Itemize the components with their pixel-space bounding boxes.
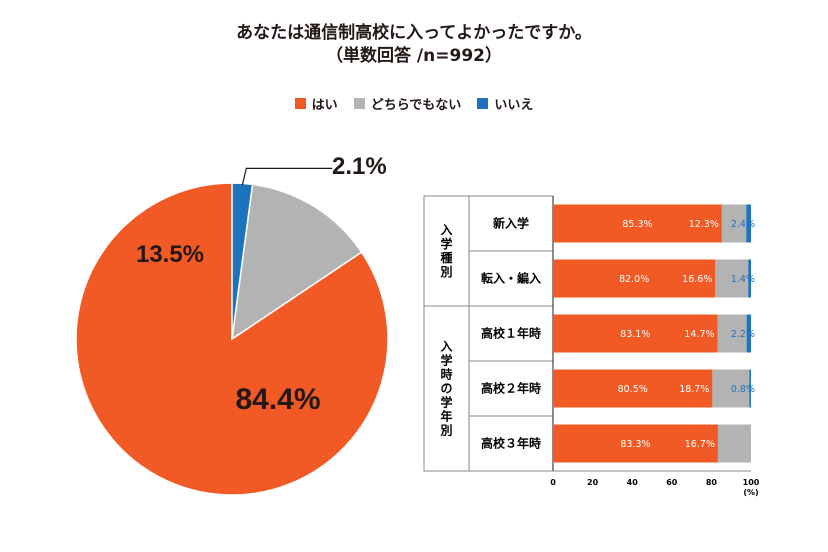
legend-label-no: いいえ: [494, 98, 534, 113]
bar-label-yes-0: 85.3%: [622, 219, 652, 230]
x-unit-label: (%): [743, 488, 758, 497]
legend-item-no: いいえ: [477, 94, 533, 113]
legend-item-neutral: どちらでもない: [353, 94, 462, 113]
x-tick-5: 100: [743, 478, 760, 487]
bar-1-2: [748, 259, 751, 298]
legend-item-yes: はい: [294, 94, 338, 113]
bar-label-neutral-2: 14.7%: [684, 329, 714, 340]
bar-label-no-0: 2.4%: [731, 219, 755, 230]
x-tick-4: 80: [706, 478, 718, 487]
bar-4-1: [717, 424, 751, 463]
bar-1-1: [715, 259, 749, 298]
bar-label-yes-1: 82.0%: [619, 274, 649, 285]
bar-label-no-2: 2.2%: [731, 329, 755, 340]
pie-slice-1: [231, 183, 363, 341]
bar-label-neutral-4: 16.7%: [685, 439, 715, 450]
bar-label-neutral-0: 12.3%: [689, 219, 719, 230]
pie-callout-line: [241, 167, 333, 186]
category-label-0: 新入学: [493, 216, 529, 231]
category-label-1: 転入・編入: [481, 271, 541, 286]
category-label-2: 高校１年時: [481, 326, 541, 341]
x-tick-0: 0: [550, 478, 556, 487]
bar-label-no-3: 0.8%: [731, 384, 755, 395]
bar-3-2: [749, 369, 751, 408]
group-label-1: 入学時の学年別: [439, 340, 452, 438]
pie-label-yes: 84.4%: [235, 383, 320, 416]
pie-slice-0: [75, 182, 389, 496]
bar-0-0: [553, 204, 722, 243]
pie-label-no: 2.1%: [332, 153, 387, 180]
x-tick-1: 20: [587, 478, 599, 487]
category-label-4: 高校３年時: [481, 436, 541, 451]
bar-label-yes-2: 83.1%: [620, 329, 650, 340]
pie-label-neutral: 13.5%: [136, 241, 204, 268]
legend-swatch-neutral: [353, 98, 365, 109]
bar-1-0: [553, 259, 716, 298]
x-tick-2: 40: [627, 478, 639, 487]
category-label-3: 高校２年時: [481, 381, 541, 396]
bar-label-neutral-1: 16.6%: [682, 274, 712, 285]
chart-subtitle: （単数回答 /n=992）: [326, 46, 502, 66]
legend: はい どちらでもない いいえ: [0, 94, 828, 113]
bar-2-0: [553, 314, 718, 353]
bar-4-0: [553, 424, 718, 463]
legend-label-yes: はい: [311, 98, 338, 113]
legend-label-neutral: どちらでもない: [370, 98, 462, 113]
bar-label-yes-4: 83.3%: [620, 439, 650, 450]
x-tick-3: 60: [666, 478, 678, 487]
bar-label-yes-3: 80.5%: [618, 384, 648, 395]
bar-label-no-1: 1.4%: [731, 274, 755, 285]
chart-title: あなたは通信制高校に入ってよかったですか。: [236, 23, 592, 43]
bar-3-0: [553, 369, 713, 408]
bar-0-2: [746, 204, 751, 243]
bar-2-1: [717, 314, 747, 353]
bar-3-1: [712, 369, 750, 408]
group-label-0: 入学種別: [439, 223, 452, 279]
bar-label-neutral-3: 18.7%: [679, 384, 709, 395]
legend-swatch-yes: [294, 98, 306, 109]
bar-2-2: [746, 314, 751, 353]
bar-0-1: [721, 204, 747, 243]
legend-swatch-no: [477, 98, 489, 109]
